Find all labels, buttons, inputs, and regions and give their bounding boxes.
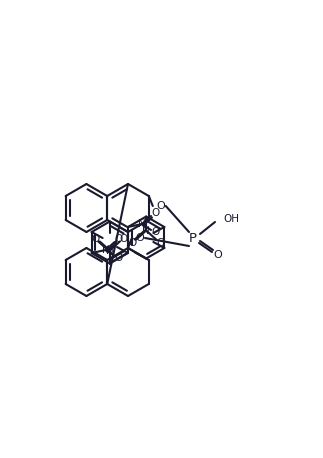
Text: N: N — [102, 245, 109, 255]
Text: N: N — [106, 245, 114, 256]
Text: O: O — [214, 250, 222, 260]
Text: O: O — [151, 208, 159, 218]
Text: O: O — [114, 253, 123, 263]
Text: O: O — [114, 234, 123, 244]
Text: N: N — [142, 225, 150, 235]
Text: OH: OH — [223, 214, 239, 224]
Text: O: O — [120, 234, 128, 244]
Text: O: O — [92, 234, 100, 244]
Text: O: O — [151, 227, 159, 237]
Text: O: O — [136, 233, 144, 243]
Text: N: N — [138, 219, 146, 229]
Text: O: O — [156, 201, 165, 211]
Text: O: O — [128, 238, 136, 247]
Text: O: O — [156, 238, 164, 247]
Text: P: P — [189, 231, 197, 245]
